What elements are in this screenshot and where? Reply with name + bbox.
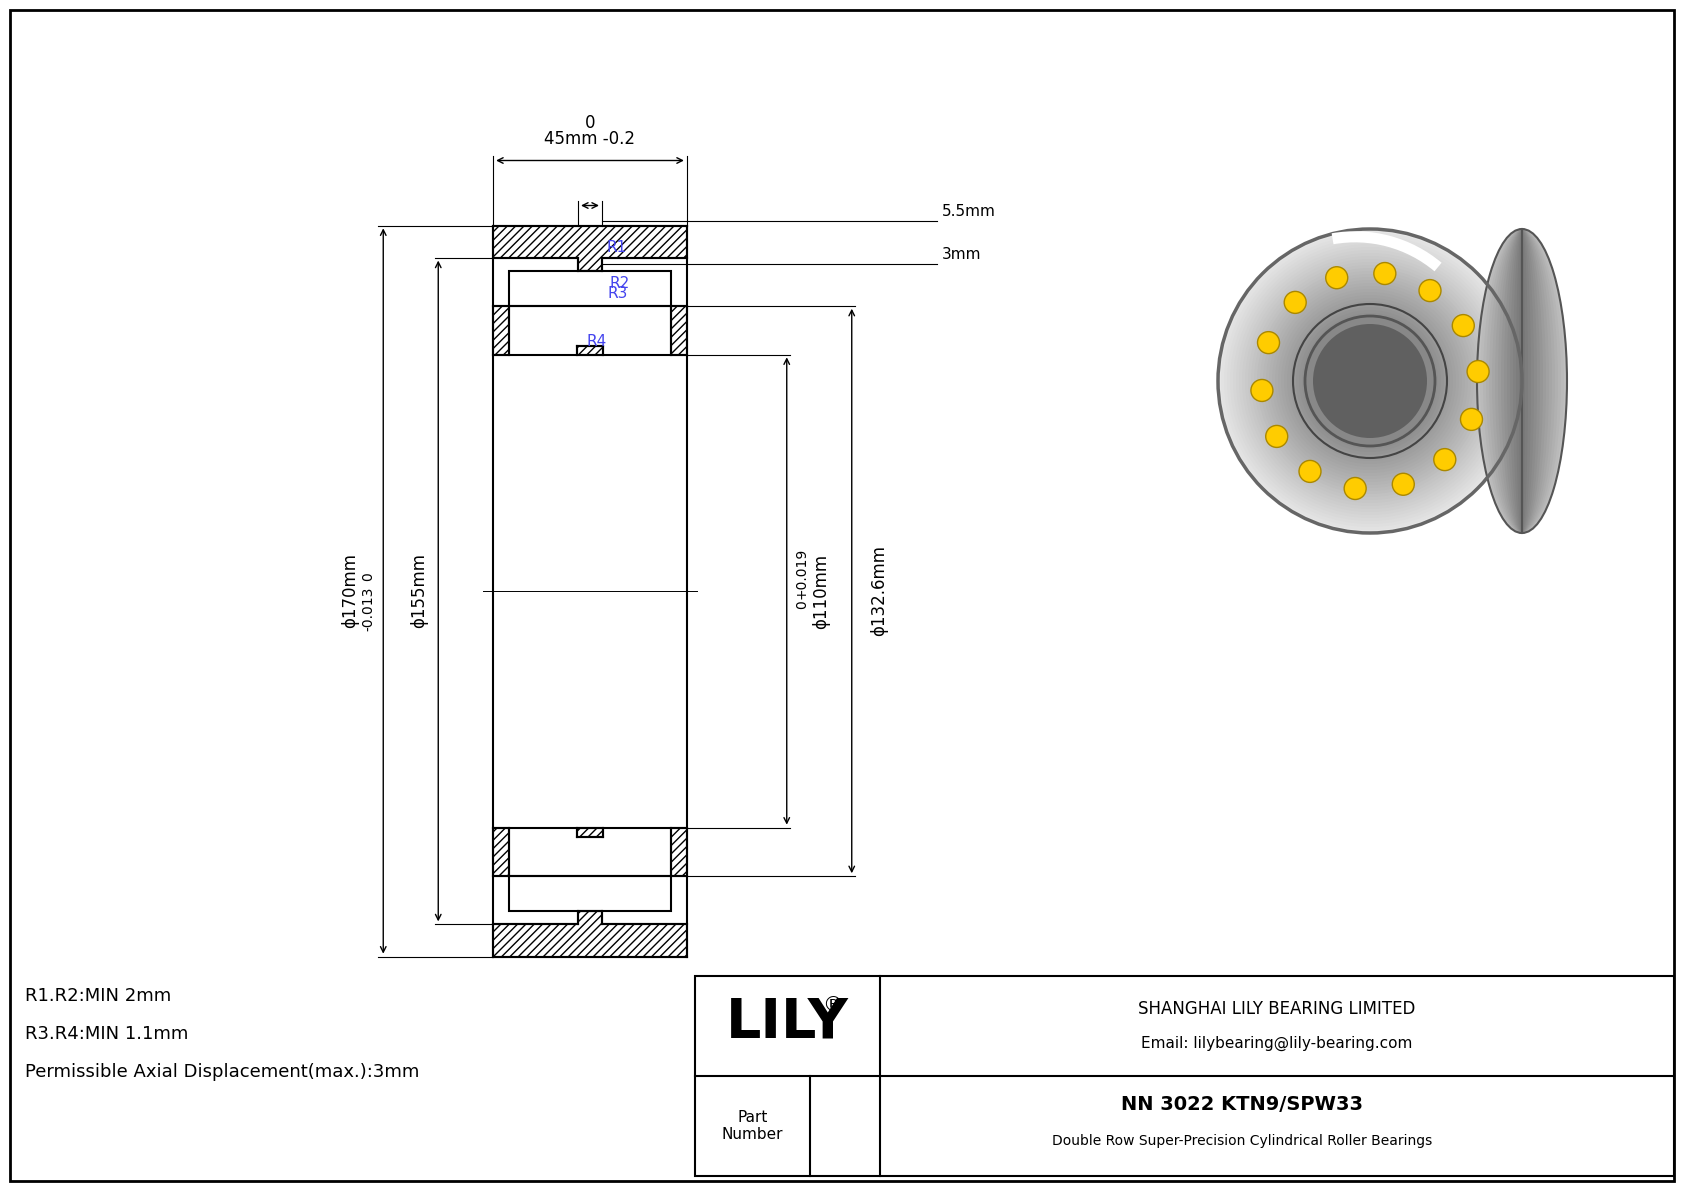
Ellipse shape: [1492, 229, 1553, 534]
Circle shape: [1344, 478, 1366, 499]
Circle shape: [1460, 409, 1482, 430]
Bar: [509, 877, 670, 911]
Circle shape: [1260, 272, 1480, 491]
Circle shape: [1314, 324, 1426, 438]
Circle shape: [1229, 241, 1511, 520]
Circle shape: [1233, 244, 1507, 518]
Circle shape: [1420, 280, 1442, 301]
Circle shape: [1374, 262, 1396, 285]
Text: R3: R3: [608, 286, 628, 301]
Circle shape: [1244, 256, 1495, 506]
Circle shape: [1221, 232, 1519, 530]
Text: LILY: LILY: [726, 996, 849, 1050]
Ellipse shape: [1511, 229, 1534, 534]
Text: Double Row Super-Precision Cylindrical Roller Bearings: Double Row Super-Precision Cylindrical R…: [1052, 1134, 1431, 1148]
Ellipse shape: [1484, 229, 1561, 534]
Circle shape: [1266, 278, 1474, 485]
Circle shape: [1271, 283, 1468, 479]
Text: 0: 0: [795, 600, 808, 610]
Bar: [695, 975, 1674, 1176]
Text: ϕ132.6mm: ϕ132.6mm: [869, 545, 887, 636]
Circle shape: [1251, 380, 1273, 401]
Text: 5.5mm: 5.5mm: [941, 204, 995, 218]
Text: R2: R2: [610, 275, 630, 291]
Text: R1.R2:MIN 2mm: R1.R2:MIN 2mm: [25, 987, 172, 1005]
Ellipse shape: [1489, 229, 1554, 534]
Circle shape: [1325, 267, 1347, 288]
Bar: [509, 270, 670, 306]
Polygon shape: [493, 306, 509, 355]
Ellipse shape: [1477, 229, 1568, 534]
Polygon shape: [578, 828, 603, 836]
Ellipse shape: [1495, 229, 1549, 534]
Circle shape: [1283, 295, 1457, 467]
Circle shape: [1302, 313, 1438, 449]
Text: Email: lilybearing@lily-bearing.com: Email: lilybearing@lily-bearing.com: [1142, 1035, 1413, 1050]
Ellipse shape: [1499, 229, 1546, 534]
Polygon shape: [578, 345, 603, 355]
Circle shape: [1224, 235, 1516, 526]
Circle shape: [1270, 280, 1472, 482]
Circle shape: [1228, 238, 1512, 524]
Circle shape: [1275, 286, 1465, 476]
Circle shape: [1258, 331, 1280, 354]
Circle shape: [1285, 292, 1307, 313]
Circle shape: [1251, 262, 1489, 500]
Ellipse shape: [1516, 229, 1527, 534]
Text: 45mm -0.2: 45mm -0.2: [544, 131, 635, 149]
Text: +0.019: +0.019: [795, 548, 808, 599]
Text: -0.013: -0.013: [362, 587, 376, 631]
Polygon shape: [670, 828, 687, 877]
Circle shape: [1452, 314, 1474, 337]
Circle shape: [1266, 425, 1288, 448]
Text: 0: 0: [584, 114, 594, 132]
Circle shape: [1236, 247, 1504, 515]
Polygon shape: [670, 306, 687, 355]
Circle shape: [1218, 229, 1522, 534]
Ellipse shape: [1485, 229, 1558, 534]
Circle shape: [1255, 266, 1485, 497]
Text: Part
Number: Part Number: [722, 1110, 783, 1142]
Text: 0: 0: [362, 573, 376, 581]
Circle shape: [1298, 310, 1442, 453]
Polygon shape: [493, 225, 687, 270]
Bar: [1051, 301, 1681, 950]
Circle shape: [1297, 307, 1443, 455]
Polygon shape: [493, 828, 509, 877]
Circle shape: [1293, 304, 1447, 459]
Text: NN 3022 KTN9/SPW33: NN 3022 KTN9/SPW33: [1122, 1095, 1362, 1114]
Ellipse shape: [1519, 229, 1526, 534]
Text: ϕ155mm: ϕ155mm: [411, 554, 428, 629]
Circle shape: [1278, 289, 1462, 473]
Ellipse shape: [1512, 229, 1531, 534]
Text: 3mm: 3mm: [941, 248, 982, 262]
Circle shape: [1256, 268, 1484, 494]
Circle shape: [1467, 361, 1489, 382]
Text: R3.R4:MIN 1.1mm: R3.R4:MIN 1.1mm: [25, 1025, 189, 1043]
Circle shape: [1298, 461, 1320, 482]
Text: SHANGHAI LILY BEARING LIMITED: SHANGHAI LILY BEARING LIMITED: [1138, 1000, 1416, 1018]
Ellipse shape: [1480, 229, 1564, 534]
Circle shape: [1393, 473, 1415, 495]
Ellipse shape: [1500, 229, 1543, 534]
Circle shape: [1433, 449, 1455, 470]
Polygon shape: [493, 911, 687, 956]
Text: Permissible Axial Displacement(max.):3mm: Permissible Axial Displacement(max.):3mm: [25, 1064, 419, 1081]
Text: R1: R1: [606, 239, 626, 255]
Circle shape: [1282, 292, 1458, 470]
Circle shape: [1263, 274, 1477, 488]
Text: ϕ170mm: ϕ170mm: [342, 554, 359, 629]
Circle shape: [1243, 252, 1499, 509]
Text: R4: R4: [586, 333, 606, 349]
Text: ®: ®: [822, 994, 844, 1015]
Text: ϕ110mm: ϕ110mm: [812, 554, 830, 629]
Ellipse shape: [1507, 229, 1537, 534]
Ellipse shape: [1504, 229, 1539, 534]
Circle shape: [1248, 258, 1492, 503]
Circle shape: [1239, 250, 1500, 512]
Circle shape: [1287, 298, 1453, 464]
Circle shape: [1305, 316, 1435, 445]
Circle shape: [1290, 301, 1450, 461]
